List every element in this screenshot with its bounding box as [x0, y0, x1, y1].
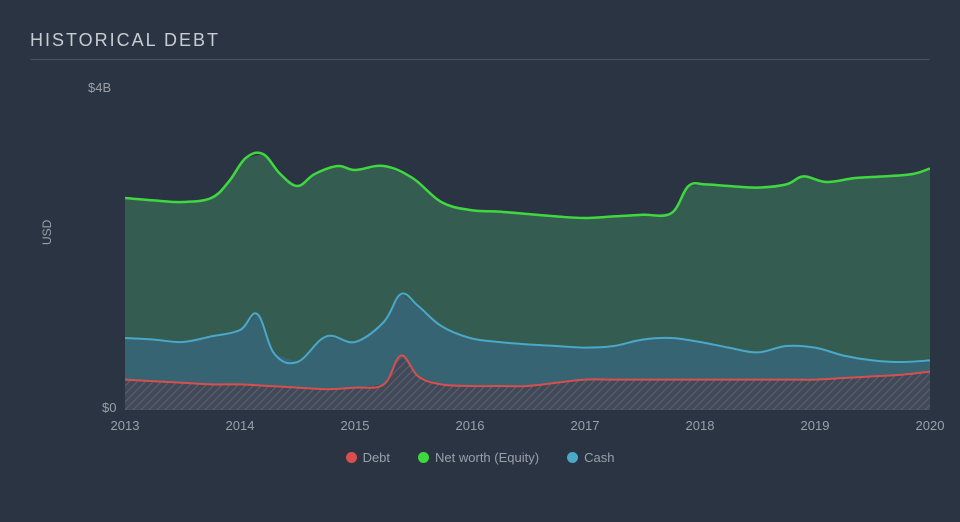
legend-item: Cash [567, 450, 614, 465]
chart-title: HISTORICAL DEBT [30, 30, 930, 60]
y-tick-bottom: $0 [102, 400, 116, 415]
x-tick-label: 2016 [456, 418, 485, 433]
x-tick-label: 2015 [341, 418, 370, 433]
legend-item: Net worth (Equity) [418, 450, 539, 465]
legend-label: Cash [584, 450, 614, 465]
area-group [125, 154, 930, 410]
chart-container: HISTORICAL DEBT $4B $0 USD 2013 2014 2015 2… [0, 0, 960, 522]
legend-swatch [346, 452, 357, 463]
legend-label: Debt [363, 450, 390, 465]
plot-area [125, 90, 930, 410]
x-tick-label: 2014 [226, 418, 255, 433]
chart-body: $4B $0 USD 20132014201520162017201820192… [30, 80, 930, 480]
x-tick-label: 2017 [571, 418, 600, 433]
x-tick-label: 2018 [686, 418, 715, 433]
x-tick-label: 2019 [801, 418, 830, 433]
x-ticks: 20132014201520162017201820192020 [125, 418, 930, 438]
legend-swatch [567, 452, 578, 463]
x-tick-label: 2020 [916, 418, 945, 433]
y-tick-top: $4B [88, 80, 111, 95]
y-axis-title: USD [40, 220, 54, 245]
legend: Debt Net worth (Equity) Cash [30, 450, 930, 465]
legend-item: Debt [346, 450, 390, 465]
legend-label: Net worth (Equity) [435, 450, 539, 465]
legend-swatch [418, 452, 429, 463]
x-tick-label: 2013 [111, 418, 140, 433]
